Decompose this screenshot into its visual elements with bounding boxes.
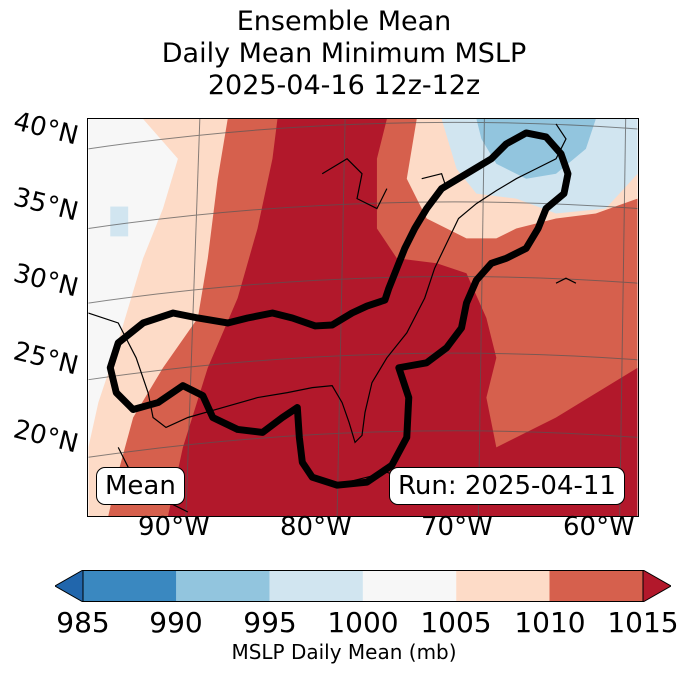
mean-label-box: Mean <box>96 467 185 505</box>
colorbar-bin-1005-1010 <box>456 570 550 602</box>
lat-label-40n: 40°N <box>10 106 82 152</box>
colorbar-tick-1010: 1010 <box>514 606 586 639</box>
colorbar-tick-1000: 1000 <box>327 606 399 639</box>
colorbar-extend-low <box>55 570 84 602</box>
title-line-2: Daily Mean Minimum MSLP <box>161 38 527 69</box>
lat-label-30n: 30°N <box>10 258 82 304</box>
colorbar-bin-985-990 <box>83 570 177 602</box>
title-line-1: Ensemble Mean <box>236 6 452 37</box>
lon-label-70w: 70°W <box>421 512 493 542</box>
lat-label-35n: 35°N <box>10 182 82 228</box>
chart-title: Ensemble Mean Daily Mean Minimum MSLP 20… <box>0 6 688 102</box>
lat-label-25n: 25°N <box>10 336 82 382</box>
colorbar-bin-995-1000 <box>269 570 363 602</box>
colorbar-bin-990-995 <box>176 570 270 602</box>
lon-label-90w: 90°W <box>138 512 210 542</box>
title-line-3: 2025-04-16 12z-12z <box>207 70 481 101</box>
colorbar-tick-1015: 1015 <box>607 606 679 639</box>
field-995-1000-patch <box>110 206 129 237</box>
colorbar-label: MSLP Daily Mean (mb) <box>231 640 457 664</box>
colorbar-extend-high <box>642 570 671 602</box>
graticule <box>88 119 638 516</box>
lon-label-60w: 60°W <box>563 512 635 542</box>
map-panel <box>87 118 639 517</box>
colorbar <box>55 570 671 602</box>
mslp-map <box>87 118 639 517</box>
lat-label-20n: 20°N <box>10 414 82 460</box>
colorbar-bin-1010-1015 <box>549 570 643 602</box>
colorbar-bin-1000-1005 <box>362 570 457 602</box>
colorbar-tick-990: 990 <box>149 606 203 639</box>
colorbar-tick-1005: 1005 <box>420 606 492 639</box>
colorbar-tick-995: 995 <box>243 606 297 639</box>
run-date-box: Run: 2025-04-11 <box>389 467 625 505</box>
colorbar-tick-985: 985 <box>56 606 110 639</box>
mslp-contour <box>106 129 572 489</box>
lon-label-80w: 80°W <box>280 512 352 542</box>
